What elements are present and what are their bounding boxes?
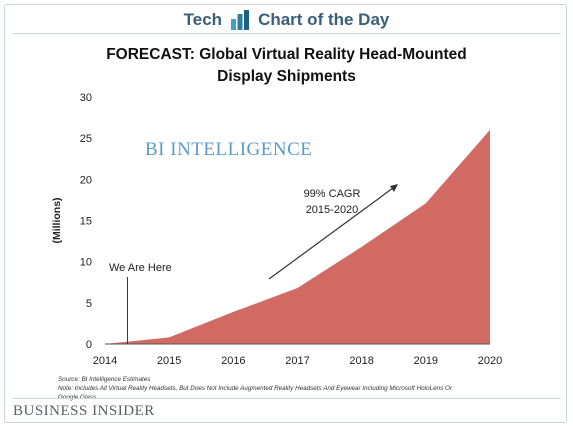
- chart-title-line-1: FORECAST: Global Virtual Reality Head-Mo…: [106, 46, 467, 63]
- we-are-here-label: We Are Here: [109, 262, 172, 274]
- watermark-text: BI INTELLIGENCE: [145, 139, 312, 160]
- x-tick-label: 2015: [157, 355, 181, 367]
- x-tick-label: 2018: [349, 355, 373, 367]
- business-insider-logo: BUSINESS INSIDER: [13, 403, 155, 419]
- y-tick-label: 30: [80, 92, 92, 104]
- y-tick-label: 0: [86, 339, 92, 351]
- cagr-arrow-head-icon: [390, 184, 398, 192]
- y-tick-label: 5: [86, 298, 92, 310]
- x-tick-label: 2020: [478, 355, 502, 367]
- x-tick-label: 2017: [285, 355, 309, 367]
- chart-frame: [4, 4, 567, 423]
- chart-title: FORECAST: Global Virtual Reality Head-Mo…: [0, 44, 573, 88]
- y-tick-label: 10: [80, 257, 92, 269]
- y-axis-label: (Millions): [51, 197, 63, 243]
- y-tick-label: 25: [80, 133, 92, 145]
- x-tick-label: 2016: [221, 355, 245, 367]
- x-tick-label: 2014: [93, 355, 117, 367]
- y-tick-label: 15: [80, 216, 92, 228]
- area-series: [105, 129, 490, 344]
- source-note: Source: BI Intelligence Estimates: [58, 376, 151, 383]
- banner-chart-of-day-label: Chart of the Day: [258, 10, 390, 29]
- bar-chart-logo-icon: [231, 10, 250, 30]
- footer-divider: [12, 398, 561, 399]
- y-tick-label: 20: [80, 174, 92, 186]
- chart-notes: Source: BI Intelligence Estimates Note: …: [58, 375, 458, 402]
- footnote: Note: Includes All Virtual Reality Heads…: [58, 385, 452, 401]
- cagr-arrow-line: [268, 187, 394, 280]
- chart-of-the-day-banner: Tech Chart of the Day: [0, 8, 573, 32]
- cagr-label-line-2: 2015-2020: [306, 204, 359, 216]
- chart-title-line-2: Display Shipments: [217, 68, 356, 85]
- x-tick-label: 2019: [414, 355, 438, 367]
- cagr-label-line-1: 99% CAGR: [304, 188, 361, 200]
- banner-divider: [12, 33, 561, 34]
- banner-tech-label: Tech: [183, 10, 223, 29]
